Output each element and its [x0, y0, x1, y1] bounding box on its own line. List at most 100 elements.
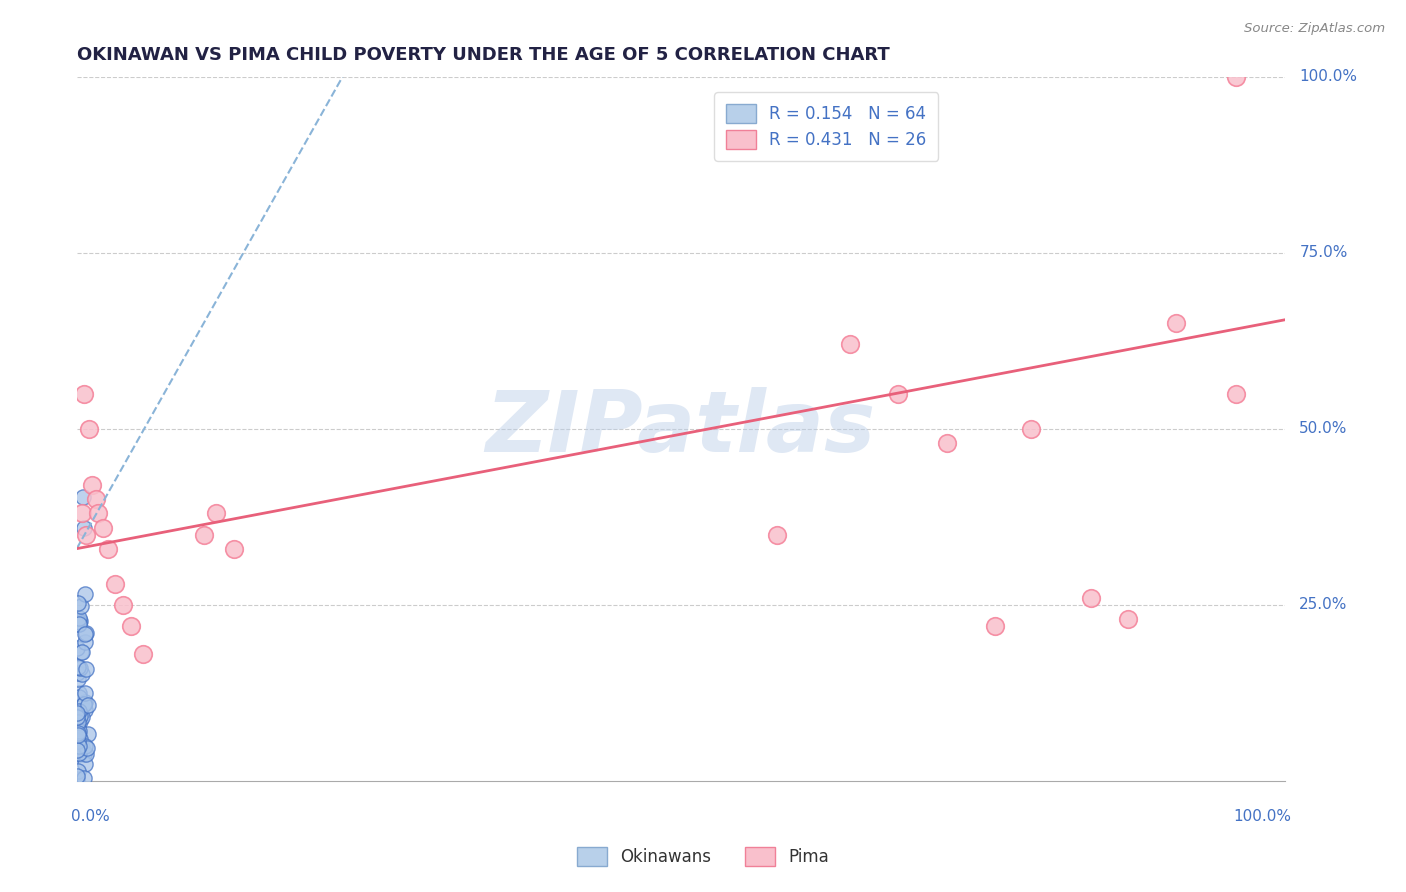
Point [66, 673, 89, 687]
Point [984, 619, 1007, 633]
Point [67, 690, 90, 705]
Point [75, 662, 97, 676]
Point [73, 757, 96, 772]
Point [67, 660, 90, 674]
Text: 0.0%: 0.0% [70, 809, 110, 824]
Point [73, 521, 96, 535]
Point [70, 740, 93, 755]
Point [67, 739, 90, 754]
Point [69, 614, 91, 628]
Point [73, 698, 96, 712]
Point [84, 492, 107, 507]
Point [67, 746, 90, 760]
Point [73, 703, 96, 717]
Point [67, 747, 90, 761]
Text: 75.0%: 75.0% [1299, 245, 1347, 260]
Point [1019, 422, 1042, 436]
Point [73, 747, 96, 761]
Point [73, 587, 96, 601]
Text: Source: ZipAtlas.com: Source: ZipAtlas.com [1244, 22, 1385, 36]
Text: 50.0%: 50.0% [1299, 421, 1347, 436]
Point [66, 710, 89, 724]
Point [1080, 591, 1102, 605]
Point [87, 507, 110, 521]
Point [104, 577, 127, 591]
Text: 100.0%: 100.0% [1233, 809, 1291, 824]
Point [75, 634, 97, 648]
Point [82, 478, 104, 492]
Point [73, 697, 96, 711]
Point [73, 386, 96, 401]
Point [70, 710, 93, 724]
Point [66, 596, 89, 610]
Point [73, 739, 96, 753]
Point [66, 743, 89, 757]
Point [69, 599, 91, 614]
Point [72, 490, 94, 504]
Point [91, 520, 114, 534]
Point [70, 667, 93, 681]
Point [935, 436, 957, 450]
Point [67, 611, 90, 625]
Point [204, 507, 226, 521]
Point [69, 709, 91, 723]
Point [193, 527, 215, 541]
Point [67, 728, 90, 742]
Point [67, 615, 90, 629]
Point [1225, 70, 1247, 84]
Point [66, 733, 89, 747]
Point [66, 714, 89, 728]
Point [76, 698, 98, 713]
Point [75, 626, 97, 640]
Point [67, 686, 90, 700]
Point [766, 527, 789, 541]
Point [75, 686, 97, 700]
Legend: R = 0.154   N = 64, R = 0.431   N = 26: R = 0.154 N = 64, R = 0.431 N = 26 [714, 92, 938, 161]
Point [75, 695, 97, 709]
Point [76, 747, 98, 762]
Point [1164, 316, 1187, 330]
Point [111, 598, 134, 612]
Point [66, 665, 89, 680]
Point [120, 619, 142, 633]
Legend: Okinawans, Pima: Okinawans, Pima [569, 838, 837, 875]
Point [66, 745, 89, 759]
Text: 100.0%: 100.0% [1299, 70, 1357, 85]
Point [69, 660, 91, 674]
Point [66, 714, 89, 729]
Point [67, 708, 90, 723]
Point [838, 337, 860, 351]
Point [66, 706, 89, 720]
Point [1225, 386, 1247, 401]
Point [66, 769, 89, 783]
Point [1116, 612, 1139, 626]
Text: OKINAWAN VS PIMA CHILD POVERTY UNDER THE AGE OF 5 CORRELATION CHART: OKINAWAN VS PIMA CHILD POVERTY UNDER THE… [77, 46, 890, 64]
Point [67, 729, 90, 743]
Point [66, 617, 89, 632]
Point [67, 616, 90, 631]
Point [76, 741, 98, 756]
Point [66, 726, 89, 740]
Point [222, 541, 245, 556]
Point [132, 647, 155, 661]
Point [887, 386, 910, 401]
Point [72, 771, 94, 785]
Point [97, 541, 120, 556]
Point [69, 714, 91, 728]
Point [66, 734, 89, 748]
Point [66, 772, 89, 786]
Text: ZIPatlas: ZIPatlas [485, 387, 876, 470]
Point [69, 732, 91, 747]
Text: 25.0%: 25.0% [1299, 598, 1347, 613]
Point [67, 704, 90, 718]
Point [66, 641, 89, 656]
Point [66, 721, 89, 735]
Point [73, 627, 96, 641]
Point [76, 727, 98, 741]
Point [69, 645, 91, 659]
Point [67, 724, 90, 739]
Point [72, 645, 94, 659]
Point [75, 527, 97, 541]
Point [66, 731, 89, 746]
Point [67, 764, 90, 779]
